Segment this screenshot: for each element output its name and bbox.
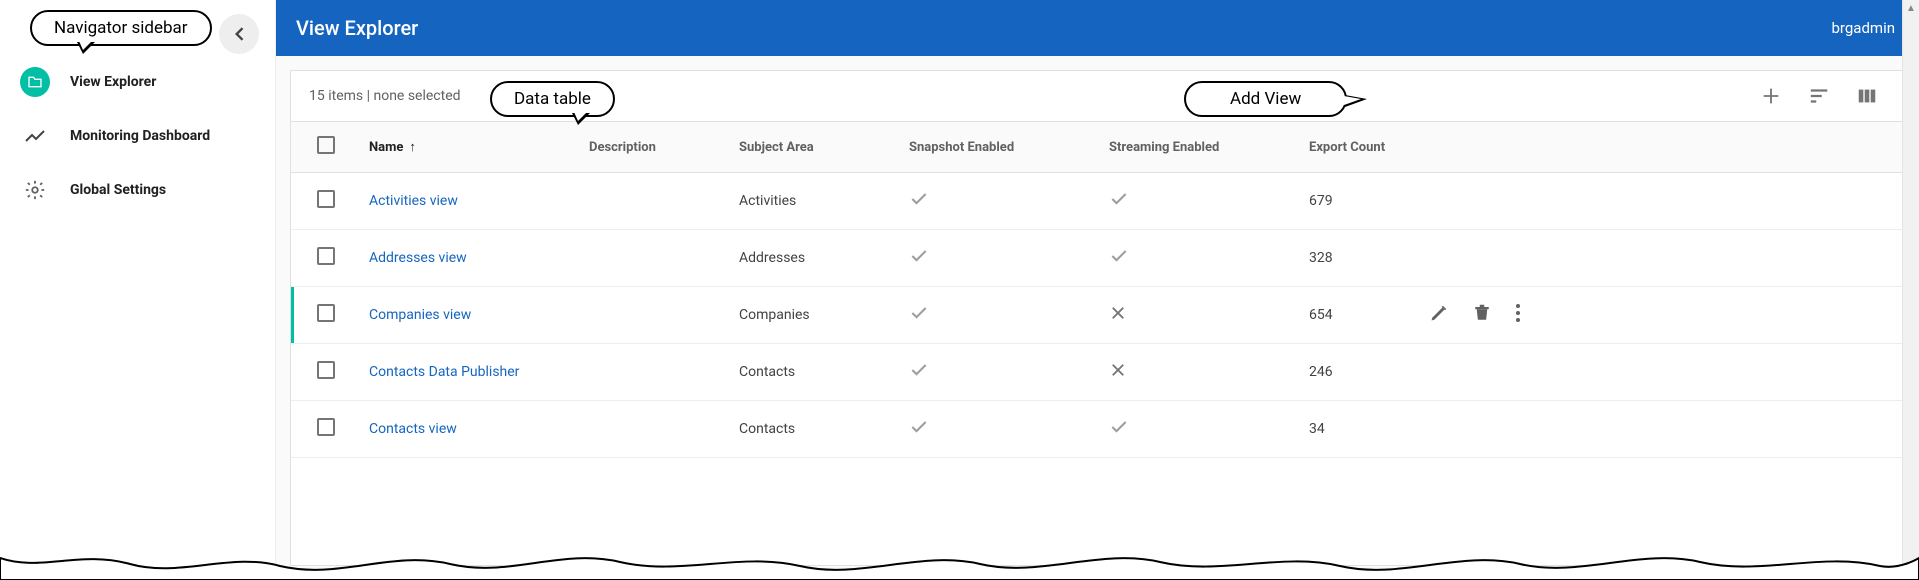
column-header-snapshot[interactable]: Snapshot Enabled bbox=[901, 122, 1101, 173]
selection-status: 15 items | none selected bbox=[309, 88, 461, 104]
column-header-subject[interactable]: Subject Area bbox=[731, 122, 901, 173]
sidebar-item-label: Global Settings bbox=[70, 182, 166, 198]
row-checkbox[interactable] bbox=[317, 190, 335, 208]
row-checkbox[interactable] bbox=[317, 361, 335, 379]
cell-export-count: 246 bbox=[1301, 344, 1421, 401]
folder-icon bbox=[20, 67, 50, 97]
row-checkbox[interactable] bbox=[317, 418, 335, 436]
column-header-export[interactable]: Export Count bbox=[1301, 122, 1421, 173]
edit-button[interactable] bbox=[1429, 303, 1449, 327]
callout-navigator: Navigator sidebar bbox=[30, 10, 212, 46]
page-header: View Explorer brgadmin bbox=[276, 0, 1919, 56]
view-name-link[interactable]: Activities view bbox=[369, 193, 458, 209]
cell-snapshot bbox=[901, 230, 1101, 287]
cell-subject: Activities bbox=[731, 173, 901, 230]
view-name-link[interactable]: Contacts Data Publisher bbox=[369, 364, 519, 380]
cell-snapshot bbox=[901, 173, 1101, 230]
collapse-sidebar-button[interactable] bbox=[219, 14, 259, 54]
table-row[interactable]: Contacts view Contacts 34 bbox=[291, 401, 1904, 458]
sidebar-item-view-explorer[interactable]: View Explorer bbox=[0, 55, 275, 109]
columns-icon bbox=[1856, 85, 1878, 107]
view-name-link[interactable]: Companies view bbox=[369, 307, 471, 323]
column-header-description[interactable]: Description bbox=[581, 122, 731, 173]
cell-export-count: 328 bbox=[1301, 230, 1421, 287]
trending-icon bbox=[20, 121, 50, 151]
sort-icon bbox=[1808, 85, 1830, 107]
cell-description bbox=[581, 173, 731, 230]
table-row[interactable]: Activities view Activities 679 bbox=[291, 173, 1904, 230]
more-actions-button[interactable] bbox=[1515, 303, 1521, 327]
cell-subject: Companies bbox=[731, 287, 901, 344]
cell-description bbox=[581, 287, 731, 344]
scroll-up-arrow[interactable]: ▲ bbox=[1906, 3, 1916, 14]
sidebar-item-monitoring-dashboard[interactable]: Monitoring Dashboard bbox=[0, 109, 275, 163]
scroll-down-arrow[interactable]: ▼ bbox=[1906, 566, 1916, 577]
view-name-link[interactable]: Contacts view bbox=[369, 421, 457, 437]
cell-streaming bbox=[1101, 401, 1301, 458]
columns-button[interactable] bbox=[1856, 85, 1878, 107]
cell-streaming bbox=[1101, 173, 1301, 230]
callout-data-table: Data table bbox=[490, 81, 615, 117]
table-row[interactable]: Contacts Data Publisher Contacts 246 bbox=[291, 344, 1904, 401]
view-table-card: 15 items | none selected bbox=[290, 70, 1905, 566]
add-view-button[interactable] bbox=[1760, 85, 1782, 107]
cell-snapshot bbox=[901, 401, 1101, 458]
gear-icon bbox=[20, 175, 50, 205]
column-header-name[interactable]: Name↑ bbox=[361, 122, 581, 173]
views-table: Name↑ Description Subject Area Snapshot … bbox=[291, 121, 1904, 458]
sidebar-item-global-settings[interactable]: Global Settings bbox=[0, 163, 275, 217]
cell-snapshot bbox=[901, 344, 1101, 401]
cell-export-count: 654 bbox=[1301, 287, 1421, 344]
sort-asc-icon: ↑ bbox=[409, 140, 416, 155]
plus-icon bbox=[1760, 85, 1782, 107]
delete-button[interactable] bbox=[1473, 303, 1491, 327]
cell-subject: Contacts bbox=[731, 401, 901, 458]
cell-export-count: 679 bbox=[1301, 173, 1421, 230]
cell-description bbox=[581, 401, 731, 458]
table-row[interactable]: Companies view Companies 654 bbox=[291, 287, 1904, 344]
table-row[interactable]: Addresses view Addresses 328 bbox=[291, 230, 1904, 287]
cell-streaming bbox=[1101, 344, 1301, 401]
cell-streaming bbox=[1101, 230, 1301, 287]
cell-description bbox=[581, 230, 731, 287]
view-name-link[interactable]: Addresses view bbox=[369, 250, 467, 266]
cell-subject: Contacts bbox=[731, 344, 901, 401]
page-title: View Explorer bbox=[296, 16, 418, 40]
cell-subject: Addresses bbox=[731, 230, 901, 287]
column-header-streaming[interactable]: Streaming Enabled bbox=[1101, 122, 1301, 173]
cell-streaming bbox=[1101, 287, 1301, 344]
sidebar-item-label: View Explorer bbox=[70, 74, 156, 90]
cell-snapshot bbox=[901, 287, 1101, 344]
chevron-left-icon bbox=[234, 27, 244, 41]
cell-export-count: 34 bbox=[1301, 401, 1421, 458]
select-all-checkbox[interactable] bbox=[317, 136, 335, 154]
sidebar-item-label: Monitoring Dashboard bbox=[70, 128, 210, 144]
sort-button[interactable] bbox=[1808, 85, 1830, 107]
vertical-scrollbar[interactable]: ▲ ▼ bbox=[1902, 0, 1919, 580]
cell-description bbox=[581, 344, 731, 401]
navigator-sidebar: View Explorer Monitoring Dashboard Global … bbox=[0, 0, 275, 580]
callout-add-view: Add View bbox=[1184, 81, 1347, 117]
row-checkbox[interactable] bbox=[317, 247, 335, 265]
user-name[interactable]: brgadmin bbox=[1832, 19, 1896, 37]
row-checkbox[interactable] bbox=[317, 304, 335, 322]
